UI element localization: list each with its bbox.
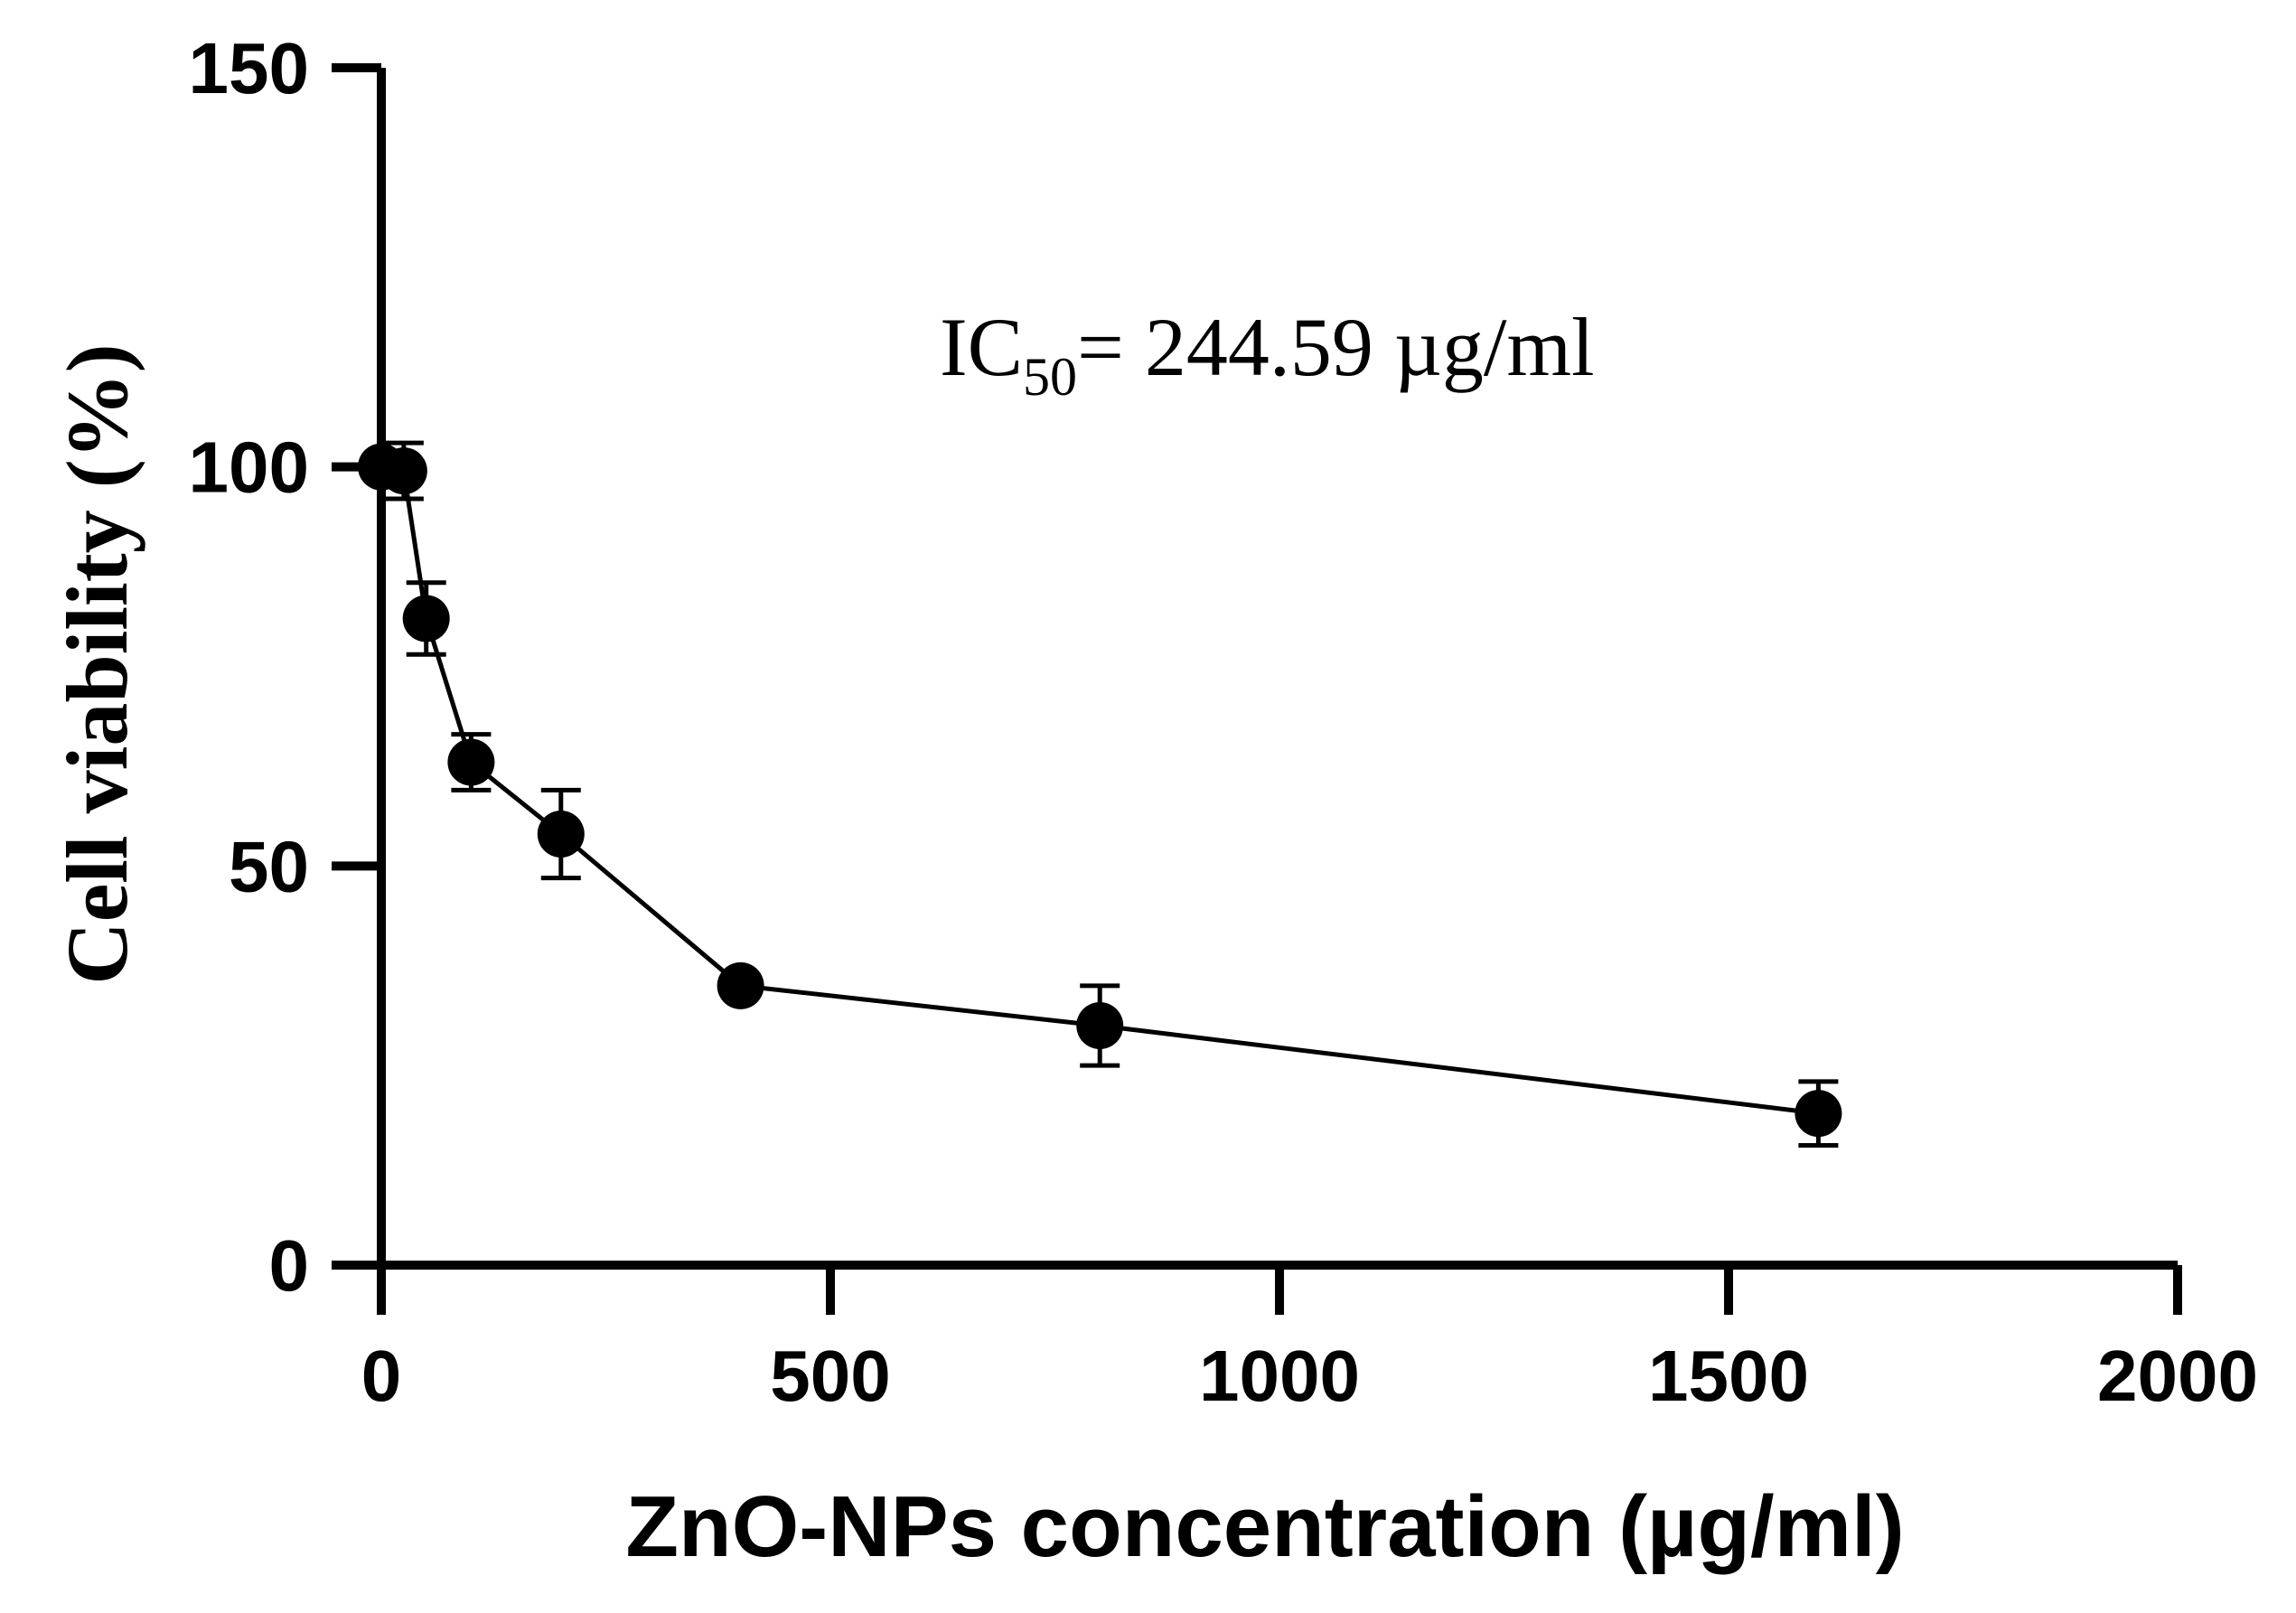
ic50-suffix: = 244.59 µg/ml [1077, 301, 1595, 393]
ic50-prefix: IC [940, 301, 1023, 393]
x-tick-label: 1000 [1199, 1336, 1360, 1416]
ic50-annotation: IC50= 244.59 µg/ml [940, 301, 1595, 407]
y-ticks: 0 50 100 150 [189, 28, 381, 1306]
x-tick-label: 500 [770, 1336, 890, 1416]
data-point [537, 811, 585, 858]
series-line [380, 464, 1819, 1116]
y-tick-label: 0 [269, 1225, 310, 1306]
data-point [447, 738, 495, 786]
y-tick-label: 150 [189, 28, 309, 108]
plot-area [358, 440, 1842, 1148]
x-ticks: 0 500 1000 1500 2000 [361, 1265, 2258, 1416]
x-axis-title: ZnO-NPs concentration (µg/ml) [625, 1478, 1904, 1575]
data-point [1795, 1090, 1842, 1138]
data-point [402, 595, 450, 642]
data-point [717, 961, 764, 1009]
data-point [380, 447, 427, 495]
axes [377, 68, 2178, 1270]
ic50-subscript: 50 [1023, 347, 1077, 407]
y-tick-label: 100 [189, 427, 309, 508]
data-point [1076, 1002, 1124, 1049]
y-axis-title: Cell viability (%) [49, 343, 145, 984]
x-tick-label: 1500 [1648, 1336, 1809, 1416]
x-tick-label: 2000 [2097, 1336, 2258, 1416]
y-tick-label: 50 [229, 826, 309, 906]
x-tick-label: 0 [361, 1336, 402, 1416]
